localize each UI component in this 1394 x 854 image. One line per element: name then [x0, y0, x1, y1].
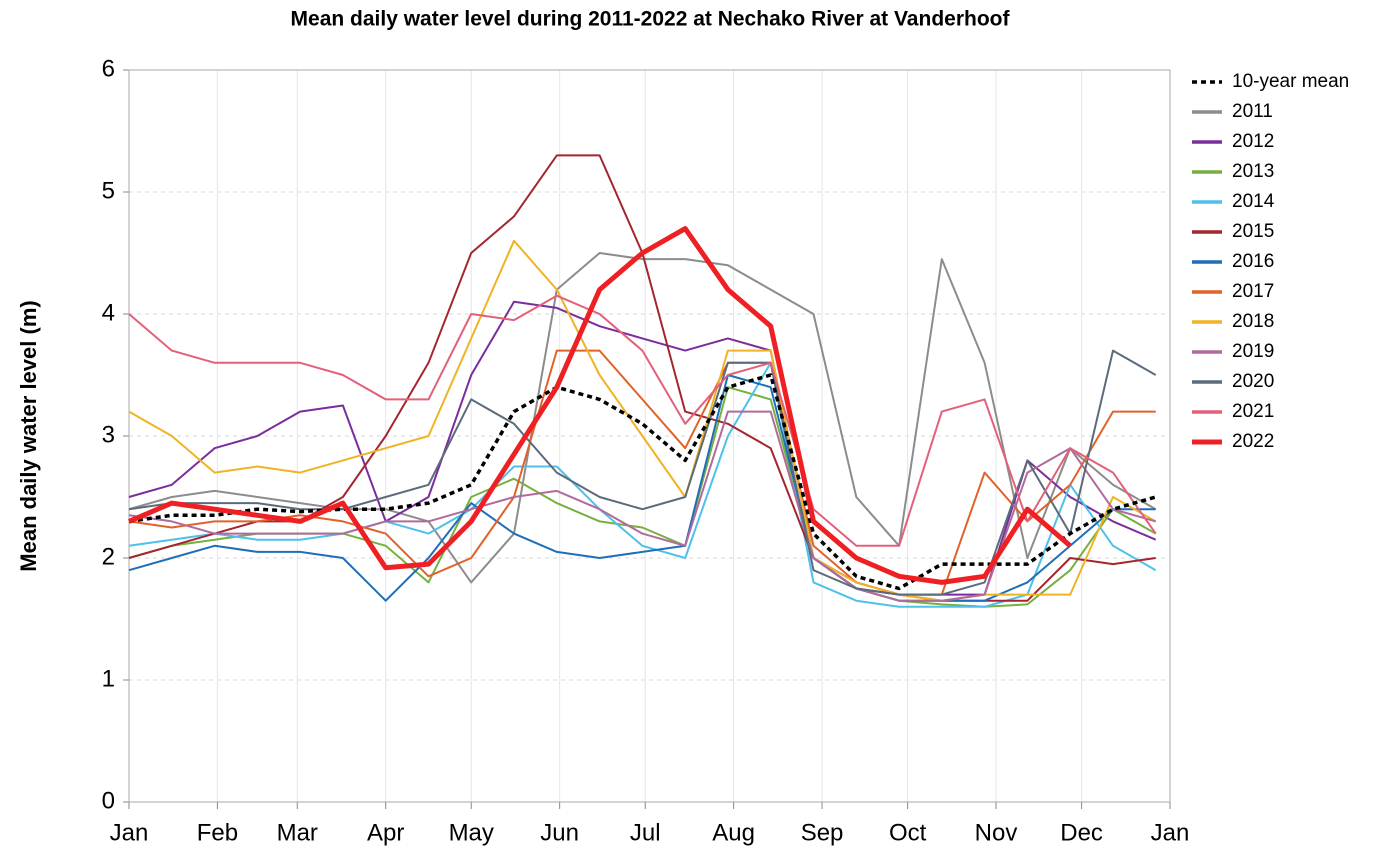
x-tick-label: Mar — [277, 819, 318, 846]
y-tick-label: 2 — [102, 543, 115, 570]
y-tick-label: 5 — [102, 177, 115, 204]
series-line — [128, 386, 1157, 608]
y-tick-label: 3 — [102, 421, 115, 448]
legend-label: 2011 — [1232, 101, 1273, 122]
x-tick-label: Apr — [367, 819, 404, 846]
x-tick-label: Jan — [1151, 819, 1190, 846]
x-tick-label: Nov — [975, 819, 1018, 846]
y-tick-label: 4 — [102, 299, 115, 326]
series-line — [128, 349, 1157, 596]
series-line — [128, 294, 1157, 547]
series-line — [128, 226, 1072, 585]
x-tick-label: Dec — [1060, 819, 1103, 846]
y-tick-label: 0 — [102, 787, 115, 814]
x-tick-label: May — [449, 819, 494, 846]
chart-title: Mean daily water level during 2011-2022 … — [291, 8, 1011, 31]
legend-label: 2016 — [1232, 251, 1274, 272]
series-line — [128, 361, 1157, 608]
plot-frame — [128, 69, 1171, 803]
series-line — [128, 374, 1156, 602]
y-tick-label: 1 — [102, 665, 115, 692]
x-tick-label: Jun — [540, 819, 579, 846]
x-tick-label: Jan — [110, 819, 149, 846]
series-line — [128, 252, 1157, 584]
legend-label: 2017 — [1232, 281, 1274, 302]
series-line — [128, 349, 1156, 596]
x-tick-label: Sep — [801, 819, 844, 846]
legend-label: 2015 — [1232, 221, 1274, 242]
x-tick-label: Feb — [197, 819, 238, 846]
legend-label: 2021 — [1232, 401, 1274, 422]
legend-label: 2019 — [1232, 341, 1274, 362]
x-tick-label: Jul — [630, 819, 661, 846]
legend-label: 2022 — [1232, 431, 1274, 452]
series-line — [128, 373, 1157, 591]
legend-label: 2013 — [1232, 161, 1274, 182]
series-line — [128, 410, 1156, 602]
legend-label: 2014 — [1232, 191, 1275, 212]
y-axis-label: Mean daily water level (m) — [16, 300, 41, 571]
x-tick-label: Aug — [712, 819, 755, 846]
legend-label: 10-year mean — [1232, 71, 1349, 92]
x-tick-label: Oct — [889, 819, 927, 846]
legend-label: 2012 — [1232, 131, 1274, 152]
legend-label: 2018 — [1232, 311, 1274, 332]
y-tick-label: 6 — [102, 55, 115, 82]
legend-label: 2020 — [1232, 371, 1274, 392]
